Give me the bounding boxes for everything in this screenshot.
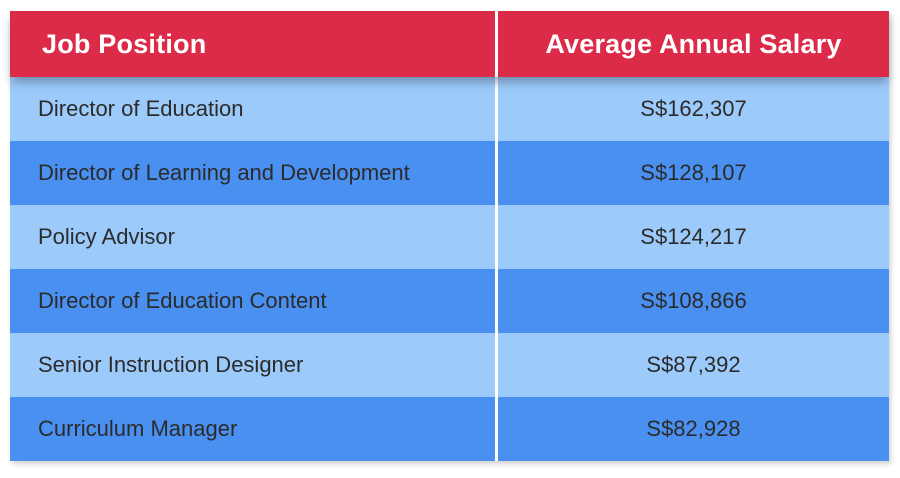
table-row: Curriculum Manager S$82,928: [10, 397, 889, 461]
column-header-job-position: Job Position: [10, 11, 498, 77]
table-row: Senior Instruction Designer S$87,392: [10, 333, 889, 397]
table-row: Director of Education Content S$108,866: [10, 269, 889, 333]
salary-cell: S$124,217: [498, 205, 889, 269]
salary-value: S$162,307: [640, 96, 747, 121]
salary-value: S$108,866: [640, 288, 747, 313]
salary-cell: S$108,866: [498, 269, 889, 333]
job-position-value: Director of Learning and Development: [38, 160, 410, 185]
job-position-value: Director of Education: [38, 96, 244, 121]
salary-header-label: Average Annual Salary: [545, 28, 842, 59]
job-position-value: Director of Education Content: [38, 288, 327, 313]
job-position-header-label: Job Position: [42, 28, 207, 59]
salary-cell: S$87,392: [498, 333, 889, 397]
table-header-row: Job Position Average Annual Salary: [10, 11, 889, 77]
job-position-cell: Director of Education Content: [10, 269, 498, 333]
table-row: Policy Advisor S$124,217: [10, 205, 889, 269]
job-position-value: Senior Instruction Designer: [38, 352, 304, 377]
salary-value: S$82,928: [646, 416, 741, 441]
salary-cell: S$162,307: [498, 77, 889, 141]
job-position-cell: Policy Advisor: [10, 205, 498, 269]
job-position-value: Curriculum Manager: [38, 416, 238, 441]
salary-table: Job Position Average Annual Salary Direc…: [10, 11, 889, 461]
salary-cell: S$128,107: [498, 141, 889, 205]
table-row: Director of Learning and Development S$1…: [10, 141, 889, 205]
column-header-salary: Average Annual Salary: [498, 11, 889, 77]
job-position-cell: Director of Education: [10, 77, 498, 141]
table-row: Director of Education S$162,307: [10, 77, 889, 141]
salary-value: S$128,107: [640, 160, 747, 185]
salary-value: S$124,217: [640, 224, 747, 249]
salary-value: S$87,392: [646, 352, 741, 377]
job-position-cell: Senior Instruction Designer: [10, 333, 498, 397]
job-position-cell: Director of Learning and Development: [10, 141, 498, 205]
job-position-cell: Curriculum Manager: [10, 397, 498, 461]
job-position-value: Policy Advisor: [38, 224, 175, 249]
salary-cell: S$82,928: [498, 397, 889, 461]
